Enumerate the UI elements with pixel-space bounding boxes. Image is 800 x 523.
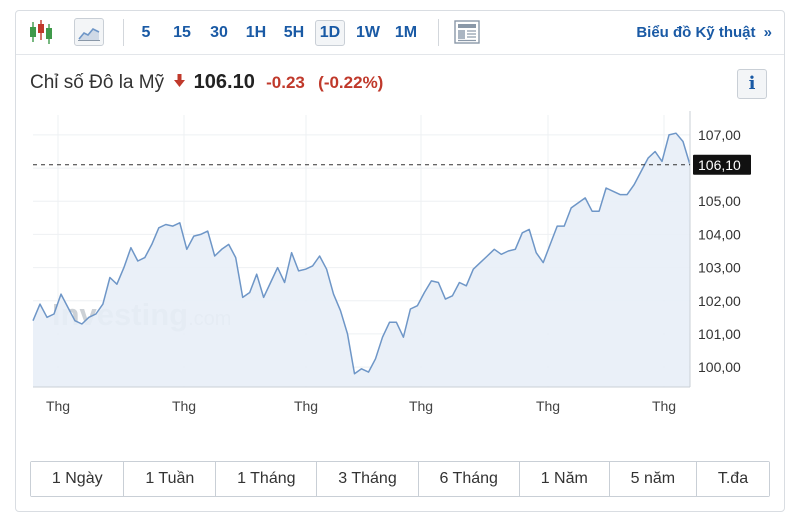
y-tick-label: 104,00 (698, 226, 741, 242)
price-change-percent: (-0.22%) (318, 73, 384, 92)
chevron-right-icon: » (763, 24, 772, 41)
y-tick-label: 107,00 (698, 127, 741, 143)
range-3-month-tab[interactable]: 3 Tháng (317, 462, 419, 496)
toolbar-divider (438, 19, 439, 46)
instrument-name: Chỉ số Đô la Mỹ (30, 72, 165, 93)
price-area-fill (33, 133, 690, 387)
info-button[interactable]: i (737, 69, 767, 99)
last-price: 106.10 (193, 71, 255, 93)
interval-5h-button[interactable]: 5H (283, 24, 305, 41)
x-tick-label: Thg (652, 398, 676, 414)
y-tick-label: 102,00 (698, 293, 741, 309)
range-max-tab[interactable]: T.đa (696, 462, 769, 496)
range-5-year-tab[interactable]: 5 năm (609, 462, 697, 496)
range-selector: 1 Ngày 1 Tuần 1 Tháng 3 Tháng 6 Tháng 1 … (30, 461, 770, 497)
price-chart: Investing.com100,00101,00102,00103,00104… (32, 111, 751, 414)
interval-1m-button[interactable]: 1M (394, 24, 418, 41)
range-1-year-tab[interactable]: 1 Năm (519, 462, 610, 496)
toolbar: 5 15 30 1H 5H 1D 1W 1M Biểu đồ Kỹ thuật … (16, 11, 784, 55)
range-1-day-tab[interactable]: 1 Ngày (31, 462, 125, 496)
price-change: -0.23 (266, 73, 305, 92)
area-chart-icon[interactable] (74, 18, 104, 46)
candlestick-chart-icon[interactable] (26, 18, 56, 46)
interval-1h-button[interactable]: 1H (245, 24, 267, 41)
x-tick-label: Thg (294, 398, 318, 414)
x-tick-label: Thg (172, 398, 196, 414)
chart-widget: 5 15 30 1H 5H 1D 1W 1M Biểu đồ Kỹ thuật … (15, 10, 785, 512)
price-line (32, 132, 691, 375)
y-tick-label: 100,00 (698, 359, 741, 375)
current-price-label: 106,10 (698, 157, 741, 173)
range-6-month-tab[interactable]: 6 Tháng (418, 462, 520, 496)
interval-30-button[interactable]: 30 (210, 24, 228, 41)
down-arrow-icon (174, 71, 186, 93)
toolbar-divider (123, 19, 124, 46)
y-tick-label: 101,00 (698, 326, 741, 342)
technical-chart-label: Biểu đồ Kỹ thuật (636, 24, 756, 41)
x-tick-label: Thg (46, 398, 70, 414)
interval-1d-button[interactable]: 1D (315, 20, 345, 46)
technical-chart-link[interactable]: Biểu đồ Kỹ thuật » (636, 24, 772, 41)
range-1-week-tab[interactable]: 1 Tuần (124, 462, 217, 496)
y-tick-label: 103,00 (698, 260, 741, 276)
interval-15-button[interactable]: 15 (173, 24, 191, 41)
current-price-badge (693, 154, 751, 175)
interval-1w-button[interactable]: 1W (356, 24, 380, 41)
interval-5-button[interactable]: 5 (141, 24, 151, 41)
y-tick-label: 105,00 (698, 193, 741, 209)
quote-header: Chỉ số Đô la Mỹ 106.10 -0.23 (-0.22%) (30, 71, 383, 97)
news-layout-icon[interactable] (452, 18, 482, 46)
x-tick-label: Thg (536, 398, 560, 414)
x-tick-label: Thg (409, 398, 433, 414)
range-1-month-tab[interactable]: 1 Tháng (216, 462, 318, 496)
